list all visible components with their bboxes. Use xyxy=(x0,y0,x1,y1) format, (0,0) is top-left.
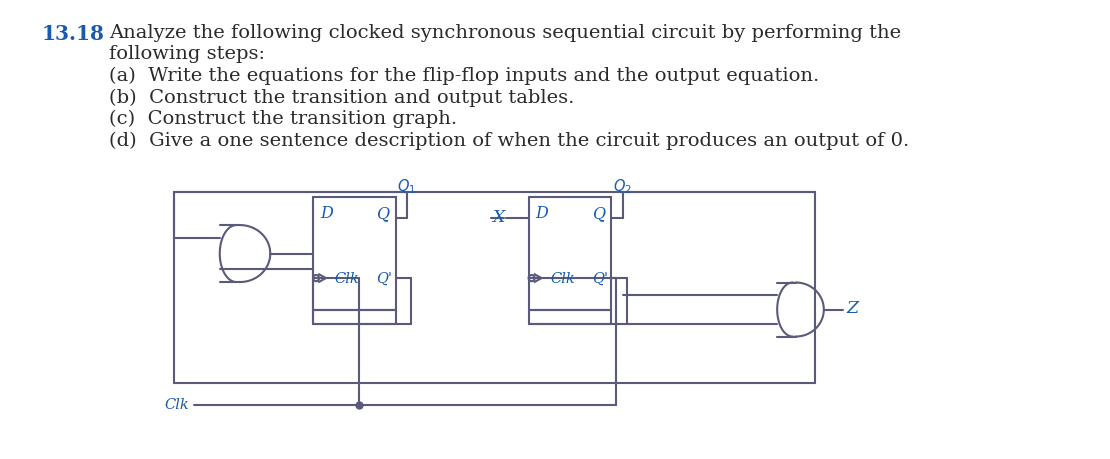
Text: Q': Q' xyxy=(592,272,607,285)
Text: Clk: Clk xyxy=(164,397,189,411)
Text: D: D xyxy=(535,205,548,222)
Text: Q': Q' xyxy=(376,272,392,285)
Bar xyxy=(313,197,395,310)
Text: Q: Q xyxy=(592,205,605,222)
Text: (b)  Construct the transition and output tables.: (b) Construct the transition and output … xyxy=(109,89,574,106)
Text: $Q_1$: $Q_1$ xyxy=(397,177,416,195)
Text: Clk: Clk xyxy=(549,272,575,285)
Bar xyxy=(528,197,612,310)
Text: (a)  Write the equations for the flip-flop inputs and the output equation.: (a) Write the equations for the flip-flo… xyxy=(109,67,819,85)
Bar xyxy=(313,310,395,325)
Text: Analyze the following clocked synchronous sequential circuit by performing the: Analyze the following clocked synchronou… xyxy=(109,24,901,42)
Bar xyxy=(528,310,612,325)
Text: (c)  Construct the transition graph.: (c) Construct the transition graph. xyxy=(109,110,457,128)
Bar xyxy=(174,192,815,383)
Text: following steps:: following steps: xyxy=(109,45,265,63)
Text: Z: Z xyxy=(846,299,858,316)
Text: (d)  Give a one sentence description of when the circuit produces an output of 0: (d) Give a one sentence description of w… xyxy=(109,132,909,150)
Text: X: X xyxy=(492,208,504,225)
Text: Q: Q xyxy=(376,205,390,222)
Text: 13.18: 13.18 xyxy=(41,24,104,44)
Text: Clk: Clk xyxy=(334,272,360,285)
Text: $Q_2$: $Q_2$ xyxy=(613,177,632,195)
Text: D: D xyxy=(320,205,333,222)
